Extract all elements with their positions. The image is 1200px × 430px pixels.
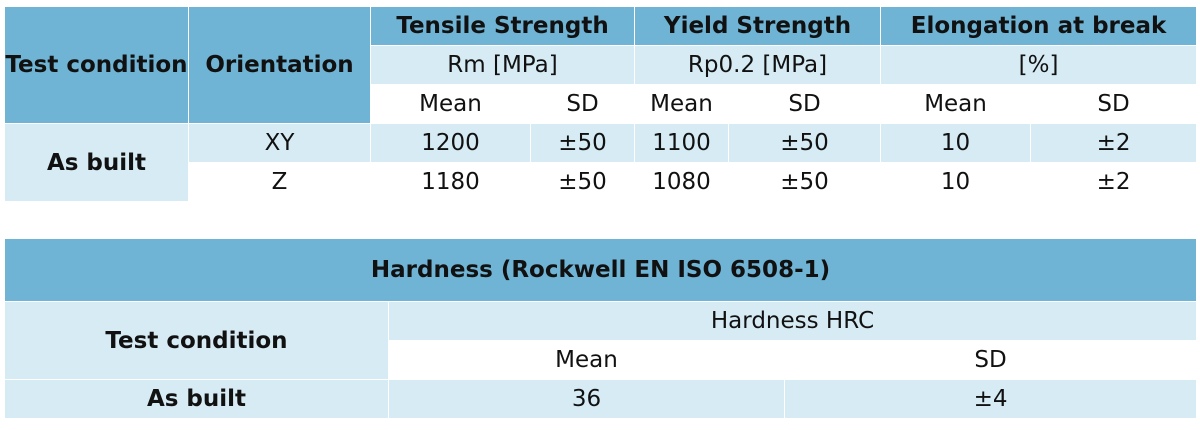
header-elong-mean: Mean — [880, 84, 1032, 124]
tensile-sd-cell: ±50 — [529, 162, 636, 202]
header-elongation-unit: [%] — [880, 45, 1198, 85]
orientation-cell: Z — [188, 162, 371, 202]
yield-sd-cell: ±50 — [728, 162, 882, 202]
hardness-test-condition-header: Test condition — [4, 301, 389, 380]
hardness-hrc-header: Hardness HRC — [387, 301, 1198, 341]
tensile-properties-table: Test condition Orientation Tensile Stren… — [4, 6, 1198, 202]
header-tensile-mean: Mean — [370, 84, 531, 124]
header-tensile-strength: Tensile Strength — [369, 6, 636, 46]
hardness-mean-header: Mean — [388, 340, 785, 380]
header-test-condition: Test condition — [4, 6, 189, 124]
elong-sd-cell: ±2 — [1030, 123, 1198, 163]
yield-mean-cell: 1080 — [634, 162, 730, 202]
orientation-cell: XY — [188, 123, 371, 163]
header-yield-strength: Yield Strength — [634, 6, 882, 46]
header-elong-sd: SD — [1030, 84, 1198, 124]
hardness-table: Hardness (Rockwell EN ISO 6508-1) Test c… — [3, 238, 1198, 419]
header-tensile-sd: SD — [529, 84, 636, 124]
table-row: As built XY 1200 ±50 1100 ±50 10 ±2 — [4, 123, 1198, 202]
tensile-sd-cell: ±50 — [529, 123, 636, 163]
tensile-mean-cell: 1180 — [370, 162, 531, 202]
elong-mean-cell: 10 — [880, 162, 1032, 202]
yield-sd-cell: ±50 — [728, 123, 882, 163]
header-elongation: Elongation at break — [880, 6, 1198, 46]
hardness-sd-cell: ±4 — [783, 379, 1198, 419]
header-yield-mean: Mean — [634, 84, 730, 124]
condition-as-built: As built — [4, 123, 189, 202]
hardness-mean-cell: 36 — [388, 379, 785, 419]
header-yield-unit: Rp0.2 [MPa] — [634, 45, 882, 85]
header-orientation: Orientation — [188, 6, 371, 124]
yield-mean-cell: 1100 — [634, 123, 730, 163]
table-row: As built 36 ±4 — [4, 379, 1198, 419]
elong-mean-cell: 10 — [880, 123, 1032, 163]
tensile-mean-cell: 1200 — [370, 123, 531, 163]
header-tensile-unit: Rm [MPa] — [369, 45, 636, 85]
hardness-title: Hardness (Rockwell EN ISO 6508-1) — [3, 238, 1198, 302]
table-row: Z 1180 ±50 1080 ±50 10 ±2 — [5, 162, 1198, 202]
hardness-condition-cell: As built — [4, 379, 389, 419]
hardness-sd-header: SD — [783, 340, 1198, 380]
header-yield-sd: SD — [728, 84, 882, 124]
elong-sd-cell: ±2 — [1030, 162, 1198, 202]
